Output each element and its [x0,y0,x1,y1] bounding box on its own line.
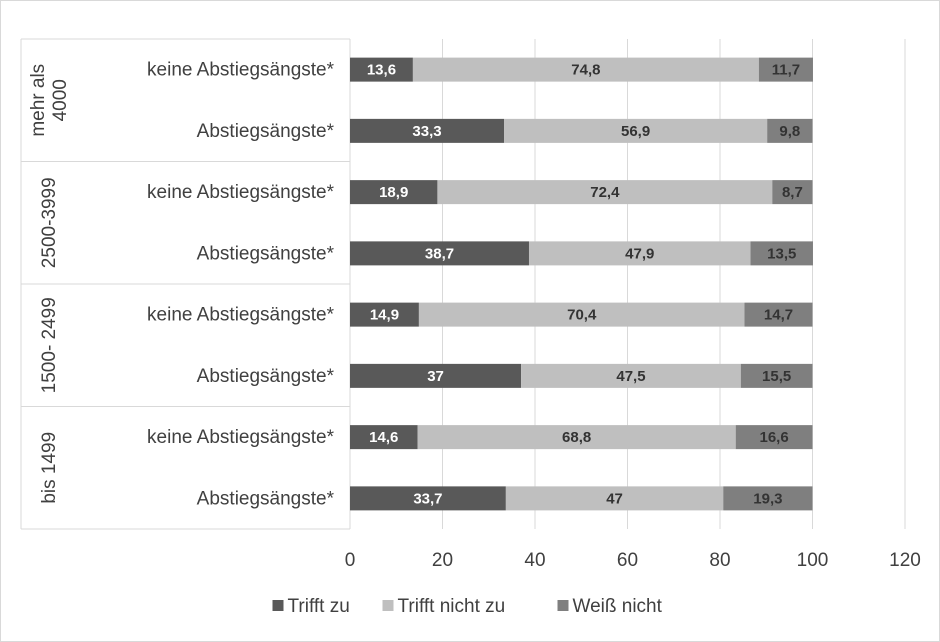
legend-swatch [272,600,284,611]
category-label: keine Abstiegsängste* [147,427,335,448]
bar-segment [350,486,506,511]
bar-segment [350,57,413,82]
data-label: 13,5 [767,245,796,262]
data-label: 56,9 [621,123,650,140]
legend-entry: Trifft nicht zu [398,596,506,617]
data-label: 14,6 [369,429,398,446]
x-tick-label: 100 [797,550,829,571]
group-label: mehr als4000 [28,64,71,137]
bar-segment [767,118,813,143]
data-label: 13,6 [367,62,396,79]
legend-entry: Trifft zu [288,596,350,617]
bar-segment [735,425,813,450]
bar-segment [418,302,745,327]
data-label: 72,4 [590,184,620,201]
legend-swatch [382,600,394,611]
category-label: Abstiegsängste* [197,366,335,387]
data-label: 19,3 [753,490,782,507]
data-label: 11,7 [772,62,800,79]
bar-segment [412,57,759,82]
bar-segment [437,180,773,205]
data-label: 47,5 [616,368,645,385]
category-label: Abstiegsängste* [197,243,335,264]
data-label: 70,4 [567,307,597,324]
bar-segment [521,363,741,388]
bar-segment [350,363,522,388]
x-tick-label: 40 [524,550,545,571]
data-label: 8,7 [782,184,803,201]
bar-segment [740,363,813,388]
bar-segment [505,486,724,511]
bar-segment [417,425,736,450]
bar-segment [350,302,419,327]
bar-segment [350,118,505,143]
bar-segment [528,241,751,266]
legend: Trifft zu Trifft nicht zu Weiß nicht [272,596,663,617]
x-tick-label: 20 [432,550,453,571]
x-tick-label: 120 [889,550,921,571]
data-label: 18,9 [379,184,408,201]
bar-segment [350,180,438,205]
data-label: 16,6 [760,429,789,446]
data-label: 9,8 [779,123,800,140]
category-label: Abstiegsängste* [197,121,335,142]
data-label: 47 [606,490,623,507]
x-tick-label: 60 [617,550,638,571]
x-tick-label: 80 [709,550,730,571]
category-label: keine Abstiegsängste* [147,60,335,81]
data-label: 37 [427,368,444,385]
data-label: 47,9 [625,245,654,262]
x-tick-labels: 0 20 40 60 80 100 120 [345,550,921,571]
data-label: 38,7 [425,245,454,262]
category-label: keine Abstiegsängste* [147,305,335,326]
data-label: 33,7 [413,490,442,507]
category-labels: keine Abstiegsängste* Abstiegsängste* kein… [147,60,335,510]
data-label: 15,5 [762,368,791,385]
legend-entry: Weiß nicht [573,596,663,617]
category-label: Abstiegsängste* [197,488,335,509]
group-labels: mehr als4000 2500-3999 1500- 2499 bis 1499 [28,64,71,504]
data-label: 14,9 [370,307,399,324]
bar-segment [723,486,813,511]
group-label: 2500-3999 [39,177,60,268]
bar-segment [504,118,768,143]
group-label: 1500- 2499 [39,297,60,393]
data-label: 33,3 [412,123,441,140]
bar-segment [750,241,813,266]
data-label: 74,8 [571,62,600,79]
bar-segment [758,57,813,82]
bar-segment [350,241,529,266]
data-label: 14,7 [764,307,793,324]
x-tick-label: 0 [345,550,356,571]
bar-segment [772,180,813,205]
bars: 13,6 74,8 11,7 33,3 56,9 9,8 18,9 72,4 8,7 38,7 47… [350,57,813,511]
bar-segment [350,425,418,450]
bar-segment [744,302,813,327]
legend-swatch [557,600,569,611]
category-label: keine Abstiegsängste* [147,182,335,203]
group-label: bis 1499 [39,432,60,504]
data-label: 68,8 [562,429,591,446]
